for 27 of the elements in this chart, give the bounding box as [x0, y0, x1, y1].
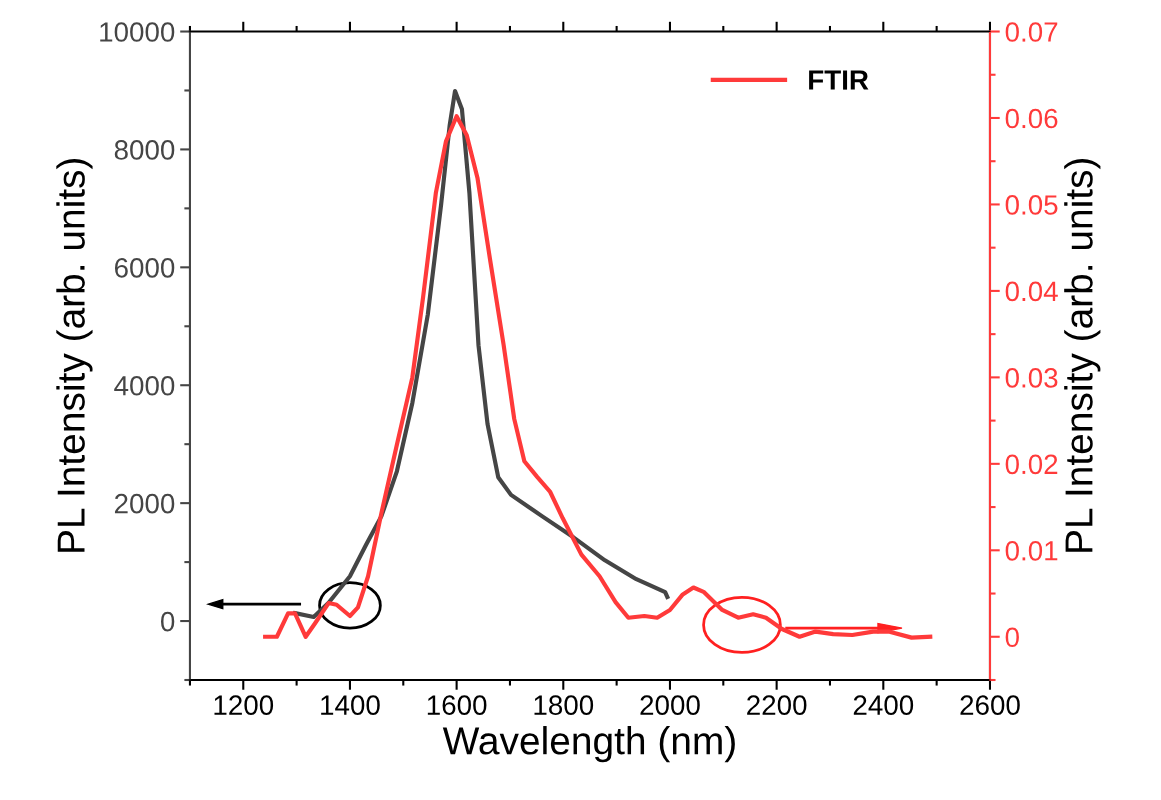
y-tick-label: 4000: [114, 375, 175, 396]
y2-tick-label: 0.02: [1005, 454, 1058, 475]
legend-label: FTIR: [809, 70, 869, 90]
x-axis-title: Wavelength (nm): [442, 726, 735, 763]
x-tick-label: 1600: [427, 695, 487, 715]
x-tick-label: 1400: [321, 695, 380, 715]
y-tick-label: 2000: [114, 493, 175, 514]
y2-tick-label: 0.03: [1005, 368, 1058, 388]
y-tick-label: 8000: [114, 140, 175, 160]
x-tick-label: 1800: [534, 695, 594, 715]
y-tick-label: 0: [160, 611, 175, 632]
y-axis-title: PL Intensity (arb. units): [56, 158, 93, 552]
y2-tick-label: 0.06: [1005, 108, 1058, 129]
line-series: [263, 114, 933, 640]
x-tick-label: 1200: [214, 695, 274, 715]
y2-tick-label: 0: [1005, 627, 1019, 648]
y-tick-label: 10000: [100, 22, 175, 42]
x-tick-label: 2400: [853, 695, 914, 715]
y2-tick-label: 0.04: [1005, 281, 1058, 302]
x-tick-label: 2600: [960, 695, 1020, 715]
y2-tick-label: 0.01: [1005, 540, 1058, 561]
y2-tick-label: 0.07: [1005, 22, 1058, 42]
x-tick-label: 2000: [640, 695, 700, 715]
y2-tick-label: 0.05: [1005, 195, 1058, 215]
y-tick-label: 6000: [114, 258, 175, 278]
y2-axis-title: PL Intensity (arb. units): [1064, 158, 1101, 552]
x-tick-label: 2200: [747, 695, 807, 715]
